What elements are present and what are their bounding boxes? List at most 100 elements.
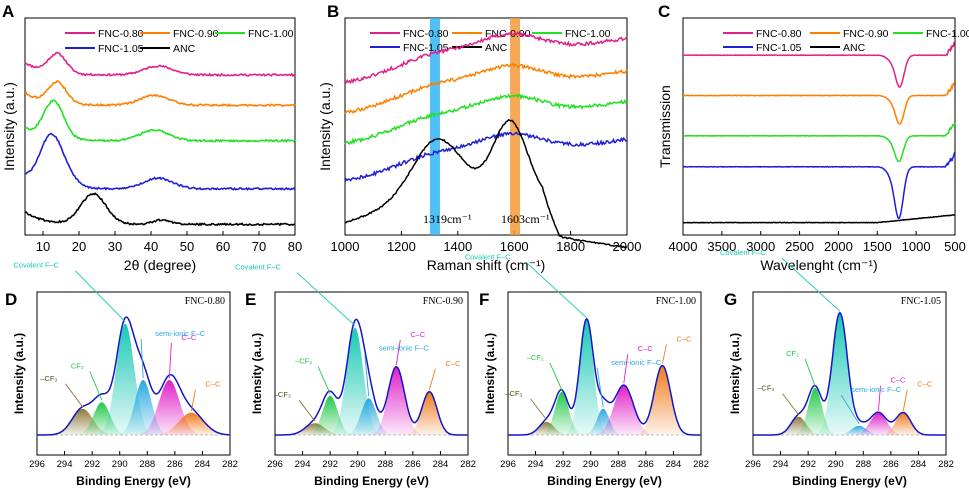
y-axis-title: Intensity (a.u.) xyxy=(483,333,497,414)
panel-a: 10 20 30 40 50 60 70 80 A 2θ (degree) Intensity (a… xyxy=(1,2,302,273)
peak-label: Covalent F–C xyxy=(13,261,59,270)
legend-label: FNC-1.00 xyxy=(565,28,611,40)
x-tick-label: 292 xyxy=(84,459,100,470)
x-tick-label: 290 xyxy=(350,459,366,470)
x-tick-label: 290 xyxy=(112,459,128,470)
x-tick-label: 2000 xyxy=(824,239,853,254)
peak-leader xyxy=(782,394,798,415)
x-tick-label: 40 xyxy=(144,239,158,254)
series-line-anc xyxy=(25,193,295,225)
peak-label: CF₂ xyxy=(786,349,799,358)
x-tick-label: 296 xyxy=(745,459,761,470)
plot-frame xyxy=(683,18,955,235)
x-tick-label: 284 xyxy=(432,459,448,470)
component-peak xyxy=(637,366,689,435)
series-line-fnc-1.05 xyxy=(345,133,627,182)
peak-leader xyxy=(191,390,195,411)
peak-label: C–C xyxy=(205,380,221,389)
peak-label: C–C xyxy=(410,330,426,339)
y-axis-title: Intensity (a.u.) xyxy=(1,82,17,171)
legend-label: FNC-0.90 xyxy=(843,28,889,40)
legend-label: FNC-0.80 xyxy=(98,28,144,40)
panel-letter: C xyxy=(658,2,670,21)
peak-leader xyxy=(75,271,125,322)
panel-letter: A xyxy=(2,2,14,21)
band-label: 1319cm⁻¹ xyxy=(423,212,472,226)
x-tick-label: 296 xyxy=(500,459,516,470)
x-tick-label: 2000 xyxy=(613,239,642,254)
x-tick-label: 286 xyxy=(405,459,421,470)
x-axis-title: 2θ (degree) xyxy=(124,257,196,273)
peak-label: Covalent F–C xyxy=(235,263,281,272)
peak-label: –CF₂ xyxy=(527,353,544,362)
legend-label: ANC xyxy=(843,42,866,54)
x-tick-label: 60 xyxy=(216,239,230,254)
band-label: 1603cm⁻¹ xyxy=(501,212,550,226)
peak-label: –CF₃ xyxy=(274,390,291,399)
figure: 10 20 30 40 50 60 70 80A2θ (degree)Intensity (a… xyxy=(0,0,969,500)
legend-label: FNC-0.80 xyxy=(756,28,802,40)
series-line-fnc-0.90 xyxy=(25,81,295,106)
sample-label: FNC-1.05 xyxy=(901,296,941,307)
legend-label: ANC xyxy=(485,42,508,54)
x-tick-label: 30 xyxy=(108,239,122,254)
x-tick-label: 284 xyxy=(910,459,926,470)
panel-letter: F xyxy=(479,290,489,309)
x-tick-label: 50 xyxy=(180,239,194,254)
legend-label: FNC-1.00 xyxy=(926,28,969,40)
x-tick-label: 10 xyxy=(36,239,50,254)
peak-label: –CF₃ xyxy=(505,389,522,398)
x-tick-label: 294 xyxy=(528,459,544,470)
peak-leader xyxy=(90,371,102,400)
panel-f: 296 294 292 290 288 286 284 282FBinding Energy … xyxy=(465,253,709,488)
sample-label: FNC-0.80 xyxy=(185,296,225,307)
series-line-fnc-0.80 xyxy=(683,43,955,88)
x-tick-label: 282 xyxy=(693,459,709,470)
x-tick-label: 1000 xyxy=(902,239,931,254)
peak-label: –CF₃ xyxy=(40,374,57,383)
legend-label: ANC xyxy=(173,43,196,55)
peak-label: –CF₃ xyxy=(757,384,774,393)
series-line-fnc-0.90 xyxy=(683,84,955,125)
peak-leader xyxy=(318,367,330,394)
x-tick-label: 4000 xyxy=(669,239,698,254)
x-tick-label: 284 xyxy=(665,459,681,470)
peak-label: C–C xyxy=(676,335,692,344)
y-axis-title: Intensity (a.u.) xyxy=(317,82,333,171)
peak-label: C–C xyxy=(890,376,906,385)
x-tick-label: 292 xyxy=(555,459,571,470)
panel-d: 296 294 292 290 288 286 284 282DBinding Energy … xyxy=(5,261,238,488)
x-tick-label: 70 xyxy=(252,239,266,254)
x-tick-label: 2500 xyxy=(785,239,814,254)
x-tick-label: 282 xyxy=(222,459,238,470)
series-line-fnc-0.80 xyxy=(25,53,295,76)
peak-leader xyxy=(169,343,171,378)
sample-label: FNC-1.00 xyxy=(656,296,696,307)
panel-g: 296 294 292 290 288 286 284 282GBinding Energy … xyxy=(720,248,954,488)
series-line-fnc-1.00 xyxy=(683,123,955,161)
x-axis-title: Binding Energy (eV) xyxy=(547,474,662,488)
x-tick-label: 500 xyxy=(944,239,966,254)
panel-letter: B xyxy=(327,2,339,21)
x-tick-label: 294 xyxy=(773,459,789,470)
x-axis-title: Binding Energy (eV) xyxy=(314,474,429,488)
x-tick-label: 1200 xyxy=(387,239,416,254)
legend-label: FNC-0.80 xyxy=(403,28,449,40)
y-axis-title: Intensity (a.u.) xyxy=(250,333,264,414)
x-tick-label: 1500 xyxy=(863,239,892,254)
x-tick-label: 294 xyxy=(57,459,73,470)
sample-label: FNC-0.90 xyxy=(423,296,463,307)
x-tick-label: 1000 xyxy=(331,239,360,254)
peak-leader xyxy=(805,359,815,386)
x-tick-label: 80 xyxy=(288,239,302,254)
peak-label: Covalent F–C xyxy=(720,248,766,257)
peak-leader xyxy=(65,384,82,407)
panel-b: 1000 1200 1400 1600 1800 2000 B Raman shift (cm… xyxy=(317,2,641,273)
x-tick-label: 284 xyxy=(194,459,210,470)
peak-label: semi-ionic F–C xyxy=(379,343,430,352)
x-tick-label: 288 xyxy=(610,459,626,470)
x-axis-title: Wavelenght (cm⁻¹) xyxy=(760,257,877,273)
x-tick-label: 292 xyxy=(800,459,816,470)
x-tick-label: 286 xyxy=(167,459,183,470)
x-tick-label: 282 xyxy=(460,459,476,470)
